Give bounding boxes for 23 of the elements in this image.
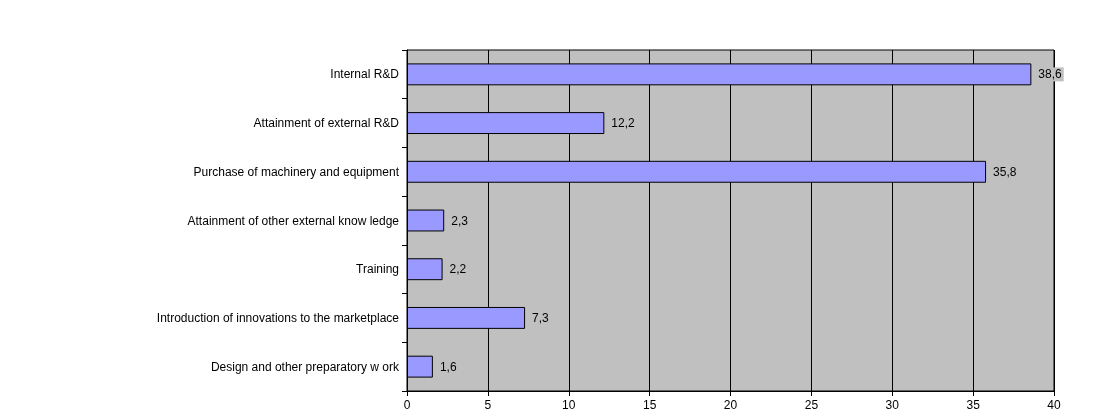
y-tick-label: Attainment of external R&D <box>253 116 400 131</box>
data-label: 38,6 <box>1038 67 1063 82</box>
x-tick-label: 30 <box>885 398 900 412</box>
y-tick-label: Internal R&D <box>330 67 400 82</box>
y-tick-label: Attainment of other external know ledge <box>187 213 400 228</box>
x-tick-label: 35 <box>966 398 981 412</box>
y-tick-label: Training <box>356 262 399 277</box>
y-tick-label: Design and other preparatory w ork <box>210 359 400 374</box>
x-tick-label: 10 <box>562 398 576 412</box>
x-tick-label: 40 <box>1047 398 1061 412</box>
x-tick-label: 25 <box>804 398 819 412</box>
x-tick-label: 20 <box>723 398 738 412</box>
data-label: 2,3 <box>451 213 469 228</box>
data-label: 35,8 <box>993 164 1017 179</box>
data-label: 7,3 <box>532 310 550 325</box>
x-tick-label: 0 <box>403 398 411 412</box>
data-label: 2,2 <box>449 262 467 277</box>
data-label: 12,2 <box>611 116 636 131</box>
y-tick-label: Introduction of innovations to the marketplace <box>156 310 400 325</box>
x-tick-label: 5 <box>484 398 492 412</box>
data-label: 1,6 <box>439 359 457 374</box>
x-tick-label: 15 <box>642 398 657 412</box>
y-tick-label: Purchase of machinery and equipment <box>193 164 400 179</box>
